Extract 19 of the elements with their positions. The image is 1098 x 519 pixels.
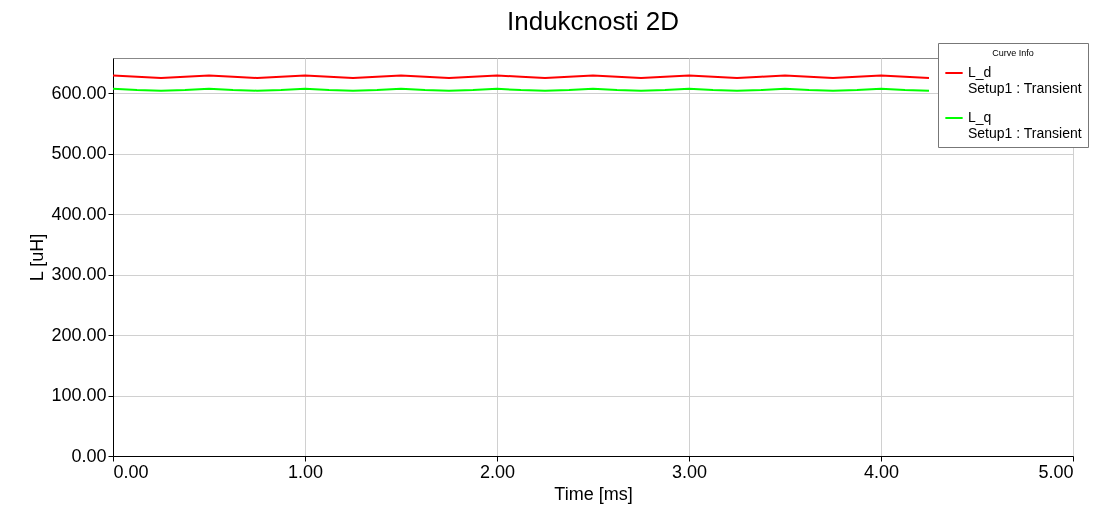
x-tick-label: 5.00 bbox=[1038, 461, 1074, 482]
x-tick-label: 0.00 bbox=[113, 461, 149, 482]
y-tick-label: 200.00 bbox=[51, 324, 107, 345]
y-tick-label: 100.00 bbox=[51, 385, 107, 406]
chart-title: Indukcnosti 2D bbox=[507, 5, 679, 36]
x-tick-label: 2.00 bbox=[479, 461, 516, 482]
x-tick-label: 4.00 bbox=[863, 461, 900, 482]
x-axis-title: Time [ms] bbox=[554, 483, 633, 504]
x-tick-label: 1.00 bbox=[287, 461, 324, 482]
y-tick-label: 500.00 bbox=[51, 143, 107, 164]
legend-label: L_q Setup1 : Transient bbox=[968, 109, 1082, 141]
y-axis-title: L [uH] bbox=[27, 233, 48, 282]
y-tick-label: 400.00 bbox=[51, 203, 107, 224]
legend-label: L_d Setup1 : Transient bbox=[968, 64, 1082, 96]
y-tick-label: 300.00 bbox=[51, 264, 107, 285]
legend-title: Curve Info bbox=[992, 48, 1034, 58]
y-tick-label: 600.00 bbox=[51, 82, 107, 103]
y-tick-label: 0.00 bbox=[71, 445, 107, 466]
x-tick-label: 3.00 bbox=[671, 461, 708, 482]
